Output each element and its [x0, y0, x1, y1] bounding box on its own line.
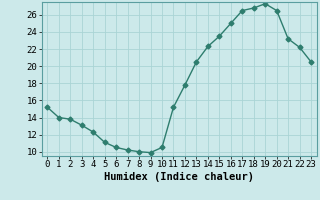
X-axis label: Humidex (Indice chaleur): Humidex (Indice chaleur) [104, 172, 254, 182]
